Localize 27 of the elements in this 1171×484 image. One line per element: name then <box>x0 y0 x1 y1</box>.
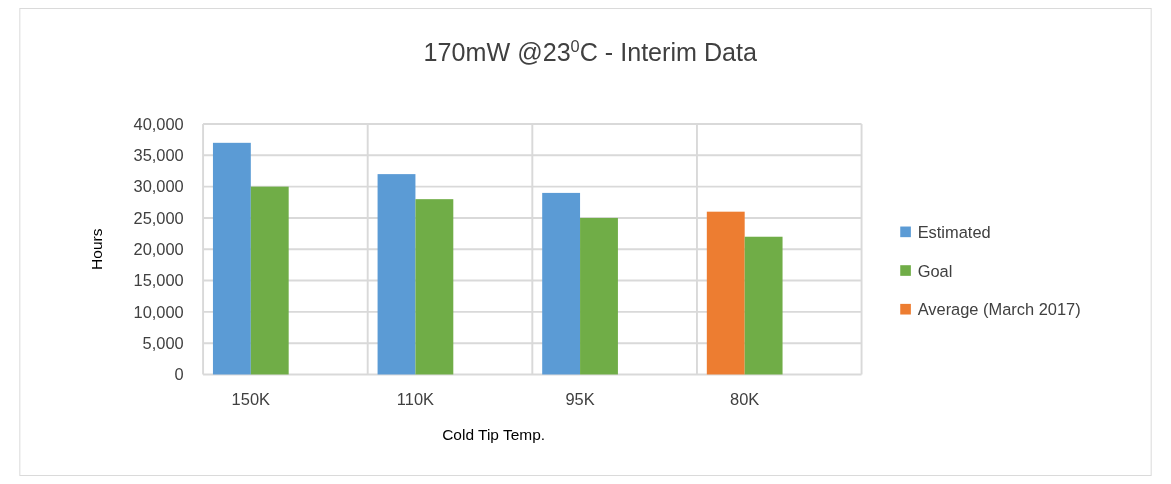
y-tick-label: 30,000 <box>133 177 184 196</box>
bar <box>542 192 581 375</box>
y-tick-label: 35,000 <box>133 146 184 165</box>
bar <box>415 199 454 375</box>
y-tick-label: 0 <box>174 365 184 384</box>
x-axis-title: Cold Tip Temp. <box>442 426 546 444</box>
y-tick-label: 15,000 <box>133 271 184 290</box>
x-tick-label: 80K <box>730 390 760 409</box>
y-tick-label: 25,000 <box>133 208 184 227</box>
y-axis-title: Hours <box>87 228 105 270</box>
x-tick-label: 95K <box>565 390 595 409</box>
chart-title: 170mW @23$^{0}$C - Interim Data <box>423 37 758 67</box>
bar <box>250 186 289 375</box>
legend-label: Goal <box>917 261 953 280</box>
legend-label: Average (March 2017) <box>917 300 1081 319</box>
legend-label: Estimated <box>917 223 991 242</box>
y-tick-label: 40,000 <box>133 114 184 133</box>
y-tick-label: 10,000 <box>133 302 184 321</box>
bar <box>580 217 618 375</box>
x-tick-label: 150K <box>231 390 271 409</box>
y-tick-label: 20,000 <box>133 240 184 259</box>
bar <box>706 211 745 375</box>
y-tick-label: 5,000 <box>142 333 184 352</box>
bar <box>212 142 251 375</box>
x-tick-label: 110K <box>396 390 435 409</box>
bar <box>377 174 416 375</box>
bar <box>744 236 783 375</box>
